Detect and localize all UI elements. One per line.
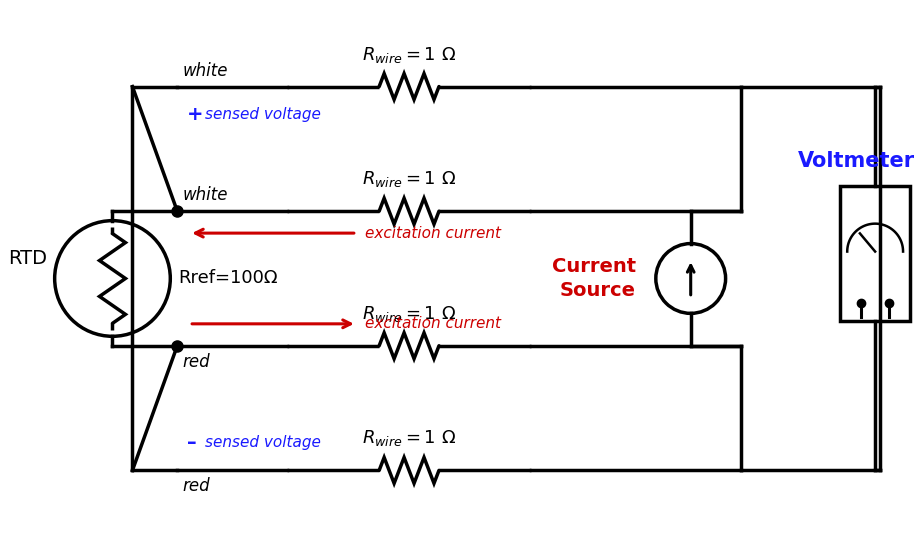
Text: sensed voltage: sensed voltage	[206, 435, 321, 450]
Text: excitation current: excitation current	[365, 226, 501, 241]
Bar	[840, 186, 910, 321]
Text: $R_{wire} = 1\ \Omega$: $R_{wire} = 1\ \Omega$	[362, 428, 456, 448]
Text: Current
Source: Current Source	[551, 257, 636, 300]
Text: white: white	[183, 186, 228, 204]
Text: $R_{wire} = 1\ \Omega$: $R_{wire} = 1\ \Omega$	[362, 169, 456, 189]
Text: red: red	[183, 477, 210, 496]
Text: $R_{wire} = 1\ \Omega$: $R_{wire} = 1\ \Omega$	[362, 44, 456, 64]
Text: +: +	[187, 105, 204, 124]
Text: Voltmeter: Voltmeter	[798, 151, 915, 171]
Text: white: white	[183, 62, 228, 80]
Text: sensed voltage: sensed voltage	[206, 107, 321, 122]
Text: $R_{wire} = 1\ \Omega$: $R_{wire} = 1\ \Omega$	[362, 304, 456, 324]
Text: RTD: RTD	[7, 249, 47, 268]
Text: excitation current: excitation current	[365, 316, 501, 331]
Text: –: –	[187, 433, 197, 452]
Text: Rref=100Ω: Rref=100Ω	[178, 269, 278, 287]
Text: red: red	[183, 353, 210, 371]
